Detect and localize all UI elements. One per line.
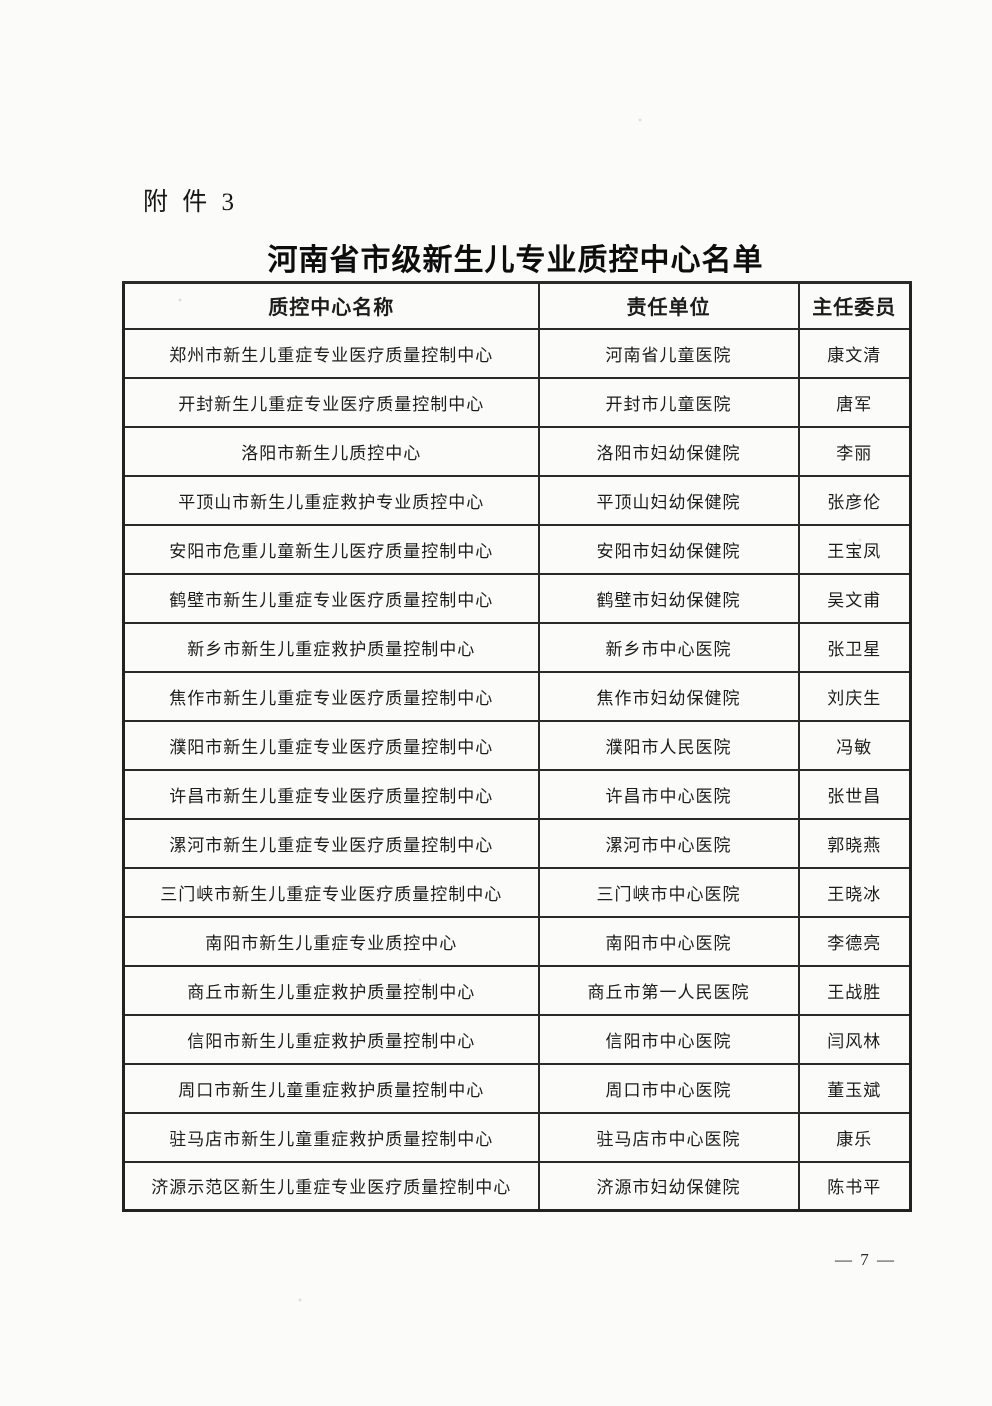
- header-row: 质控中心名称 责任单位 主任委员: [122, 281, 912, 330]
- responsible-unit-cell: 三门峡市中心医院: [537, 866, 800, 918]
- qc-center-name-cell: 信阳市新生儿重症救护质量控制中心: [122, 1013, 540, 1065]
- table-row: 周口市新生儿童重症救护质量控制中心 周口市中心医院 董玉斌: [122, 1062, 912, 1114]
- responsible-unit-cell: 濮阳市人民医院: [537, 719, 800, 771]
- table-row: 洛阳市新生儿质控中心 洛阳市妇幼保健院 李丽: [122, 425, 912, 477]
- table-row: 濮阳市新生儿重症专业医疗质量控制中心 濮阳市人民医院 冯敏: [122, 719, 912, 771]
- director-cell: 闫风林: [797, 1013, 912, 1065]
- qc-center-name-cell: 郑州市新生儿重症专业医疗质量控制中心: [122, 327, 540, 379]
- table-row: 鹤壁市新生儿重症专业医疗质量控制中心 鹤壁市妇幼保健院 吴文甫: [122, 572, 912, 624]
- attachment-label: 附 件 3: [143, 189, 239, 216]
- table-row: 漯河市新生儿重症专业医疗质量控制中心 漯河市中心医院 郭晓燕: [122, 817, 912, 869]
- qc-center-name-cell: 商丘市新生儿重症救护质量控制中心: [122, 964, 540, 1016]
- director-cell: 陈书平: [797, 1160, 912, 1212]
- director-cell: 张世昌: [797, 768, 912, 820]
- table-row: 焦作市新生儿重症专业医疗质量控制中心 焦作市妇幼保健院 刘庆生: [122, 670, 912, 722]
- responsible-unit-cell: 商丘市第一人民医院: [537, 964, 800, 1016]
- responsible-unit-cell: 焦作市妇幼保健院: [537, 670, 800, 722]
- responsible-unit-cell: 河南省儿童医院: [537, 327, 800, 379]
- column-header-director: 主任委员: [797, 281, 912, 330]
- qc-centers-table: 质控中心名称 责任单位 主任委员 郑州市新生儿重症专业医疗质量控制中心 河南省儿童…: [122, 281, 912, 1212]
- table-body: 郑州市新生儿重症专业医疗质量控制中心 河南省儿童医院 康文清 开封新生儿重症专业医疗质…: [122, 327, 912, 1212]
- column-header-center-name: 质控中心名称: [122, 281, 540, 330]
- director-cell: 康文清: [797, 327, 912, 379]
- table-header: 质控中心名称 责任单位 主任委员: [122, 281, 912, 330]
- table-row: 商丘市新生儿重症救护质量控制中心 商丘市第一人民医院 王战胜: [122, 964, 912, 1016]
- director-cell: 唐军: [797, 376, 912, 428]
- responsible-unit-cell: 漯河市中心医院: [537, 817, 800, 869]
- director-cell: 王晓冰: [797, 866, 912, 918]
- director-cell: 康乐: [797, 1111, 912, 1163]
- responsible-unit-cell: 周口市中心医院: [537, 1062, 800, 1114]
- table-row: 济源示范区新生儿重症专业医疗质量控制中心 济源市妇幼保健院 陈书平: [122, 1160, 912, 1212]
- director-cell: 郭晓燕: [797, 817, 912, 869]
- table-row: 信阳市新生儿重症救护质量控制中心 信阳市中心医院 闫风林: [122, 1013, 912, 1065]
- director-cell: 王战胜: [797, 964, 912, 1016]
- responsible-unit-cell: 平顶山妇幼保健院: [537, 474, 800, 526]
- table-row: 驻马店市新生儿童重症救护质量控制中心 驻马店市中心医院 康乐: [122, 1111, 912, 1163]
- qc-center-name-cell: 周口市新生儿童重症救护质量控制中心: [122, 1062, 540, 1114]
- qc-center-name-cell: 三门峡市新生儿重症专业医疗质量控制中心: [122, 866, 540, 918]
- responsible-unit-cell: 济源市妇幼保健院: [537, 1160, 800, 1212]
- qc-center-name-cell: 漯河市新生儿重症专业医疗质量控制中心: [122, 817, 540, 869]
- director-cell: 王宝凤: [797, 523, 912, 575]
- responsible-unit-cell: 信阳市中心医院: [537, 1013, 800, 1065]
- director-cell: 李德亮: [797, 915, 912, 967]
- director-cell: 张彦伦: [797, 474, 912, 526]
- document-title: 河南省市级新生儿专业质控中心名单: [267, 244, 764, 277]
- director-cell: 张卫星: [797, 621, 912, 673]
- responsible-unit-cell: 安阳市妇幼保健院: [537, 523, 800, 575]
- table-row: 开封新生儿重症专业医疗质量控制中心 开封市儿童医院 唐军: [122, 376, 912, 428]
- qc-center-name-cell: 鹤壁市新生儿重症专业医疗质量控制中心: [122, 572, 540, 624]
- table-row: 南阳市新生儿重症专业质控中心 南阳市中心医院 李德亮: [122, 915, 912, 967]
- director-cell: 李丽: [797, 425, 912, 477]
- responsible-unit-cell: 新乡市中心医院: [537, 621, 800, 673]
- qc-center-name-cell: 驻马店市新生儿童重症救护质量控制中心: [122, 1111, 540, 1163]
- qc-center-name-cell: 平顶山市新生儿重症救护专业质控中心: [122, 474, 540, 526]
- qc-center-name-cell: 济源示范区新生儿重症专业医疗质量控制中心: [122, 1160, 540, 1212]
- responsible-unit-cell: 鹤壁市妇幼保健院: [537, 572, 800, 624]
- qc-center-name-cell: 安阳市危重儿童新生儿医疗质量控制中心: [122, 523, 540, 575]
- table-row: 郑州市新生儿重症专业医疗质量控制中心 河南省儿童医院 康文清: [122, 327, 912, 379]
- table-row: 许昌市新生儿重症专业医疗质量控制中心 许昌市中心医院 张世昌: [122, 768, 912, 820]
- qc-center-name-cell: 洛阳市新生儿质控中心: [122, 425, 540, 477]
- column-header-responsible-unit: 责任单位: [537, 281, 800, 330]
- table-row: 三门峡市新生儿重症专业医疗质量控制中心 三门峡市中心医院 王晓冰: [122, 866, 912, 918]
- qc-center-name-cell: 焦作市新生儿重症专业医疗质量控制中心: [122, 670, 540, 722]
- table-row: 平顶山市新生儿重症救护专业质控中心 平顶山妇幼保健院 张彦伦: [122, 474, 912, 526]
- responsible-unit-cell: 驻马店市中心医院: [537, 1111, 800, 1163]
- qc-center-name-cell: 南阳市新生儿重症专业质控中心: [122, 915, 540, 967]
- responsible-unit-cell: 许昌市中心医院: [537, 768, 800, 820]
- qc-center-name-cell: 许昌市新生儿重症专业医疗质量控制中心: [122, 768, 540, 820]
- table-row: 新乡市新生儿重症救护质量控制中心 新乡市中心医院 张卫星: [122, 621, 912, 673]
- director-cell: 刘庆生: [797, 670, 912, 722]
- responsible-unit-cell: 开封市儿童医院: [537, 376, 800, 428]
- qc-center-name-cell: 开封新生儿重症专业医疗质量控制中心: [122, 376, 540, 428]
- director-cell: 吴文甫: [797, 572, 912, 624]
- director-cell: 董玉斌: [797, 1062, 912, 1114]
- table-row: 安阳市危重儿童新生儿医疗质量控制中心 安阳市妇幼保健院 王宝凤: [122, 523, 912, 575]
- qc-center-name-cell: 濮阳市新生儿重症专业医疗质量控制中心: [122, 719, 540, 771]
- responsible-unit-cell: 洛阳市妇幼保健院: [537, 425, 800, 477]
- director-cell: 冯敏: [797, 719, 912, 771]
- responsible-unit-cell: 南阳市中心医院: [537, 915, 800, 967]
- qc-center-name-cell: 新乡市新生儿重症救护质量控制中心: [122, 621, 540, 673]
- page-number: — 7 —: [835, 1250, 896, 1269]
